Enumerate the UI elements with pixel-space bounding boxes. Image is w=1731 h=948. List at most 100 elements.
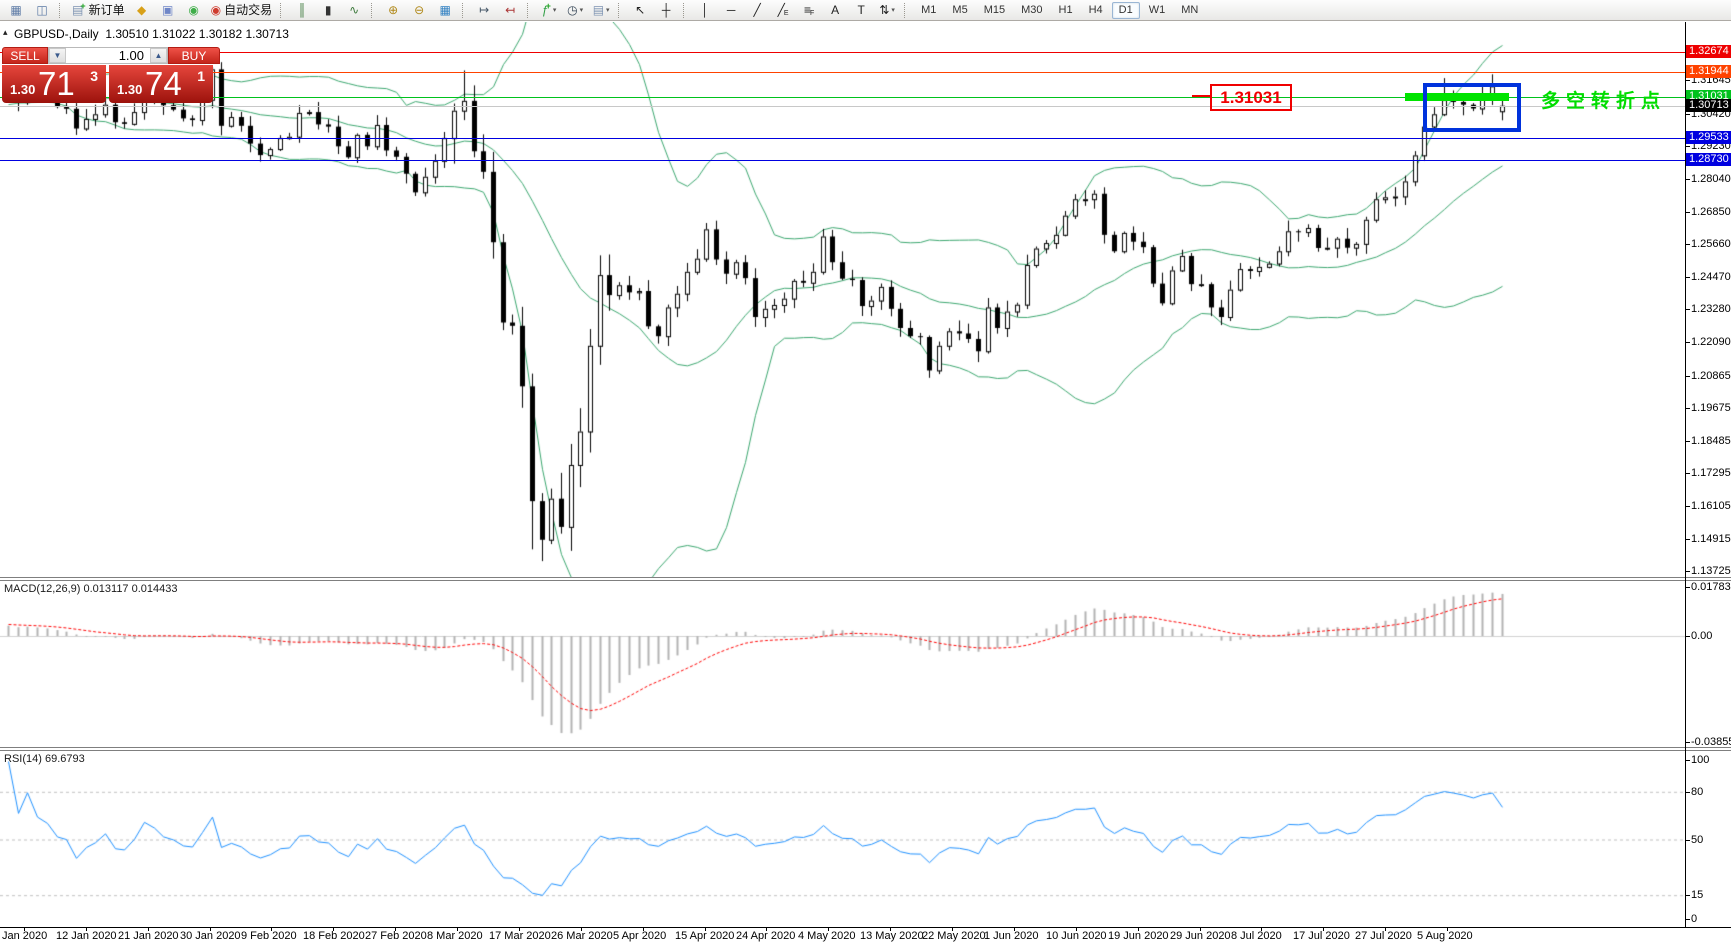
timeframe-button-mn[interactable]: MN: [1181, 4, 1199, 16]
plus-badge-icon: +: [80, 1, 86, 11]
price-tick-mark: [1686, 80, 1690, 81]
profiles-button[interactable]: ◫: [30, 1, 54, 20]
panel-splitter[interactable]: [0, 747, 1731, 751]
templates-icon: ▤: [592, 2, 605, 17]
cursor-button[interactable]: ↖: [628, 1, 652, 20]
open-chart-button[interactable]: ▦: [4, 1, 28, 20]
time-tick-mark: [271, 927, 272, 931]
signal-icon: ◉: [188, 2, 199, 17]
ask-price-button[interactable]: 1.30 74 1: [109, 65, 213, 103]
price-level-line-1.31944[interactable]: [0, 72, 1685, 73]
profiles-icon: ◫: [36, 2, 48, 17]
trendline-button[interactable]: ╱: [745, 1, 769, 20]
timeframe-button-m5[interactable]: M5: [952, 4, 968, 16]
timeframe-button-w1[interactable]: W1: [1148, 4, 1166, 16]
time-tick-label: 8 Jul 2020: [1231, 930, 1282, 942]
chart-shift-button[interactable]: ↦: [472, 1, 496, 20]
time-tick-mark: [1385, 927, 1386, 931]
candlestick-chart-canvas[interactable]: [0, 22, 1685, 578]
price-tick-label: 1.25660: [1691, 238, 1731, 250]
new-order-button[interactable]: ▤ + 新订单: [69, 1, 128, 20]
signal-button[interactable]: ◉: [182, 1, 206, 20]
terminal-button[interactable]: ▣: [156, 1, 180, 20]
zoom-in-button[interactable]: ⊕: [381, 1, 405, 20]
buy-button[interactable]: BUY: [168, 47, 220, 64]
horizontal-line-button[interactable]: ─: [719, 1, 743, 20]
bid-big-digits: 71: [38, 65, 75, 102]
time-tick-label: 17 Mar 2020: [489, 930, 551, 942]
price-level-line-1.30713[interactable]: [0, 106, 1685, 107]
macd-axis-label: 0.00: [1691, 630, 1713, 642]
consolidation-rectangle[interactable]: [1423, 83, 1521, 132]
auto-scroll-button[interactable]: ↤: [498, 1, 522, 20]
line-chart-button[interactable]: ∿: [342, 1, 366, 20]
price-tick-label: 1.22090: [1691, 336, 1731, 348]
price-tick-mark: [1686, 342, 1690, 343]
equidistant-channel-button[interactable]: ╱ E: [771, 1, 795, 20]
periods-button[interactable]: ◷ ▾: [563, 1, 587, 20]
horizontal-line-icon: ─: [726, 2, 736, 17]
zoom-out-icon: ⊖: [414, 2, 425, 17]
price-tick-label: 1.19675: [1691, 402, 1731, 414]
panel-splitter[interactable]: [0, 577, 1731, 581]
timeframe-button-m30[interactable]: M30: [1021, 4, 1043, 16]
price-tick-label: 1.24470: [1691, 271, 1731, 283]
price-level-label-1.30713: 1.30713: [1686, 99, 1731, 112]
volume-input[interactable]: 1.00: [118, 48, 144, 63]
vertical-line-button[interactable]: │: [693, 1, 717, 20]
time-tick-label: 5 Apr 2020: [613, 930, 667, 942]
candle-chart-button[interactable]: ▮: [316, 1, 340, 20]
indicators-button[interactable]: ƒ + ▾: [537, 1, 561, 20]
support-zone-band[interactable]: [1405, 93, 1509, 101]
timeframe-button-h4[interactable]: H4: [1088, 4, 1103, 16]
volume-down-button[interactable]: ▼: [49, 48, 66, 63]
bid-price-button[interactable]: 1.30 71 3: [2, 65, 106, 103]
fibonacci-button[interactable]: ≡ F: [797, 1, 821, 20]
time-tick-label: 5 Aug 2020: [1417, 930, 1473, 942]
time-tick-mark: [1014, 927, 1015, 931]
rsi-tick-mark: [1686, 792, 1690, 793]
text-button[interactable]: A: [823, 1, 847, 20]
one-click-toggle-icon[interactable]: ▴: [3, 27, 8, 37]
price-level-line-1.28730[interactable]: [0, 160, 1685, 161]
rsi-label: RSI(14) 69.6793: [4, 753, 85, 765]
templates-button[interactable]: ▤ ▾: [589, 1, 613, 20]
price-level-line-1.29533[interactable]: [0, 138, 1685, 139]
price-tick-label: 1.18485: [1691, 435, 1731, 447]
autotrade-button[interactable]: ◉ 自动交易: [208, 1, 276, 20]
rsi-tick-mark: [1686, 760, 1690, 761]
price-axis-border: [1685, 22, 1686, 927]
price-tick-label: 1.16105: [1691, 500, 1731, 512]
toolbar-separator: [904, 2, 909, 18]
timeframe-button-m15[interactable]: M15: [983, 4, 1006, 16]
annotation-note[interactable]: 多空转折点: [1541, 91, 1667, 112]
timeframe-button-h1[interactable]: H1: [1058, 4, 1073, 16]
volume-up-button[interactable]: ▲: [150, 48, 167, 63]
text-label-button[interactable]: T: [849, 1, 873, 20]
arrows-button[interactable]: ⇅ ▾: [875, 1, 899, 20]
rsi-axis-label: 0: [1691, 913, 1698, 925]
price-level-line-1.31031[interactable]: [0, 97, 1685, 98]
sell-button[interactable]: SELL: [2, 47, 48, 64]
crosshair-button[interactable]: ┼: [654, 1, 678, 20]
rsi-axis-label: 15: [1691, 889, 1704, 901]
rsi-indicator-canvas[interactable]: [0, 751, 1685, 927]
tile-windows-button[interactable]: ▦: [433, 1, 457, 20]
macd-indicator-canvas[interactable]: [0, 581, 1685, 747]
price-tick-mark: [1686, 473, 1690, 474]
rsi-tick-mark: [1686, 919, 1690, 920]
price-level-line-1.32674[interactable]: [0, 52, 1685, 53]
periods-icon: ◷: [567, 2, 578, 17]
bar-chart-button[interactable]: ║: [290, 1, 314, 20]
gold-button[interactable]: ◆: [130, 1, 154, 20]
zoom-out-button[interactable]: ⊖: [407, 1, 431, 20]
time-tick-mark: [24, 927, 25, 931]
text-icon: A: [831, 2, 840, 17]
price-tick-label: 1.23280: [1691, 303, 1731, 315]
rsi-tick-mark: [1686, 895, 1690, 896]
timeframe-button-m1[interactable]: M1: [921, 4, 937, 16]
time-tick-label: 13 May 2020: [860, 930, 924, 942]
timeframe-button-d1[interactable]: D1: [1111, 1, 1140, 19]
price-callout-label[interactable]: 1.31031: [1210, 84, 1292, 111]
